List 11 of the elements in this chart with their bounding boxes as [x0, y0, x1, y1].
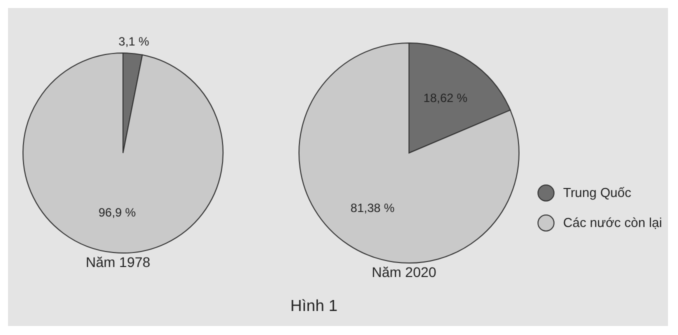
text: Năm 1978	[84, 254, 152, 270]
pie-slice	[22, 52, 224, 254]
legend-label: Trung Quốc	[563, 184, 632, 202]
data-label: 3,1 %	[118, 34, 150, 49]
data-label: 18,62 %	[423, 90, 468, 105]
text: Hình 1	[289, 298, 339, 316]
pie-slice	[298, 42, 520, 264]
data-label: 81,38 %	[350, 201, 395, 216]
legend-label: Các nước còn lại	[563, 214, 662, 232]
text: Năm 2020	[370, 264, 438, 280]
data-label: 96,9 %	[98, 206, 136, 220]
